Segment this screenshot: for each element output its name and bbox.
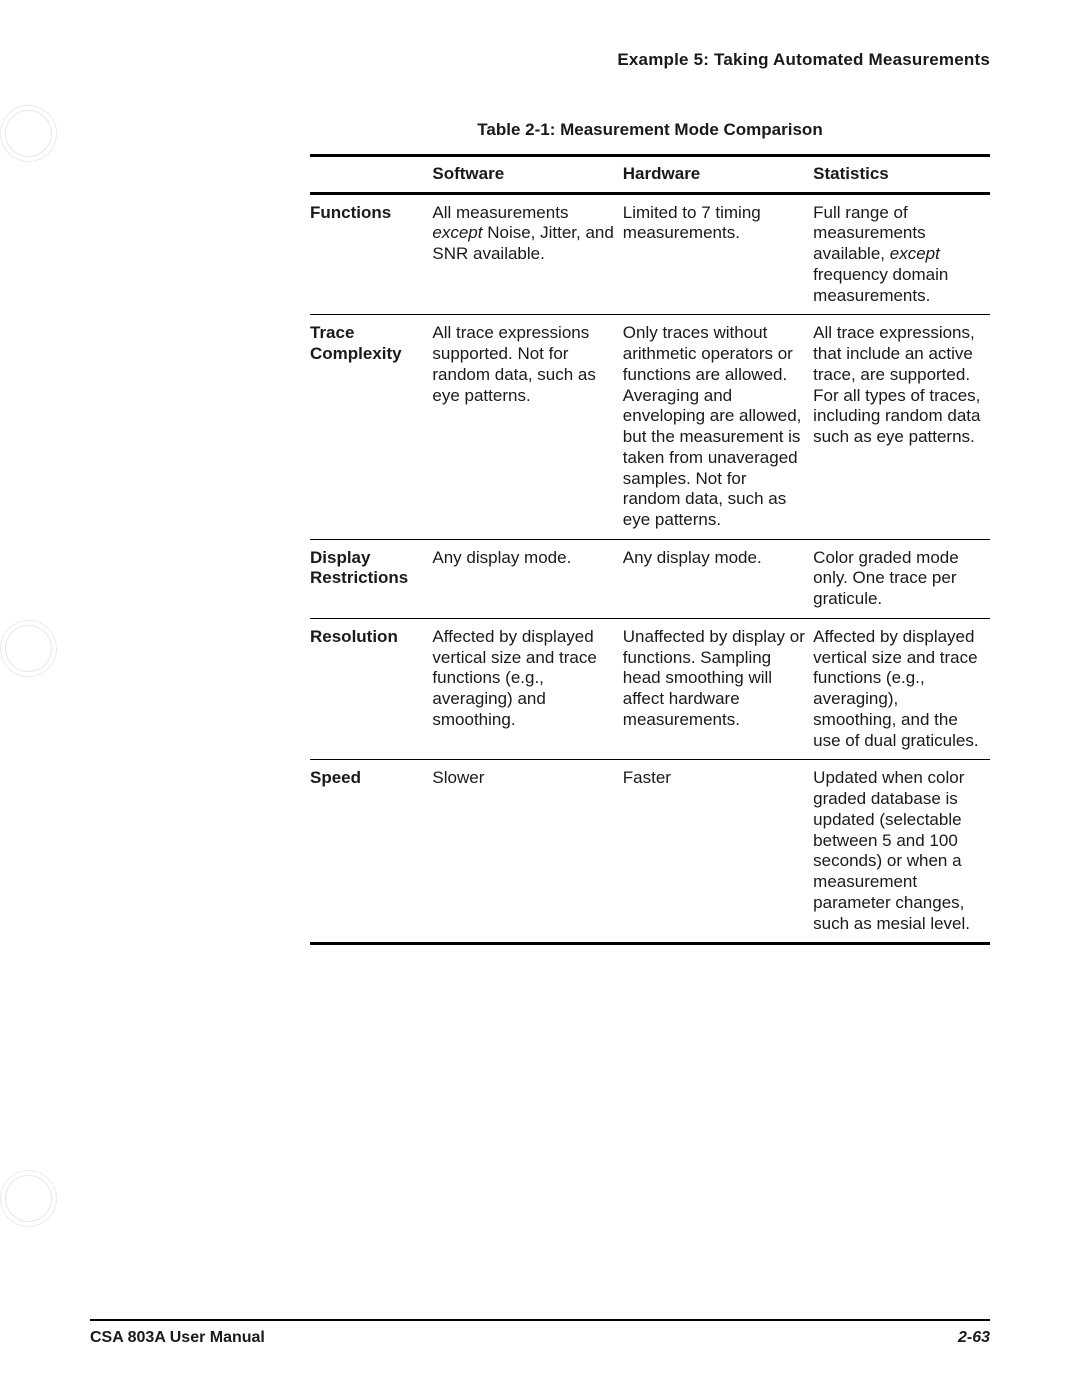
cell-hardware: Any display mode. bbox=[623, 539, 813, 618]
col-software: Software bbox=[432, 156, 622, 194]
cell-software: Any display mode. bbox=[432, 539, 622, 618]
hole-punch-top bbox=[0, 105, 57, 162]
footer-left: CSA 803A User Manual bbox=[90, 1329, 265, 1347]
cell-hardware: Faster bbox=[623, 760, 813, 944]
cell-software: All trace expressions supported. Not for… bbox=[432, 315, 622, 539]
cell-software: All measurements except Noise, Jitter, a… bbox=[432, 193, 622, 315]
text: All measurements bbox=[432, 203, 568, 222]
comparison-table: Software Hardware Statistics Functions A… bbox=[310, 154, 990, 945]
table-row: Speed Slower Faster Updated when color g… bbox=[310, 760, 990, 944]
table-header-row: Software Hardware Statistics bbox=[310, 156, 990, 194]
row-label: Trace Complexity bbox=[310, 315, 432, 539]
text: frequency domain measurements. bbox=[813, 265, 948, 305]
row-label: Resolution bbox=[310, 618, 432, 759]
hole-punch-mid bbox=[0, 620, 57, 677]
col-blank bbox=[310, 156, 432, 194]
footer-right: 2-63 bbox=[958, 1329, 990, 1347]
row-label: Functions bbox=[310, 193, 432, 315]
page-footer: CSA 803A User Manual 2-63 bbox=[90, 1319, 990, 1347]
cell-software: Affected by displayed vertical size and … bbox=[432, 618, 622, 759]
cell-statistics: Color graded mode only. One trace per gr… bbox=[813, 539, 990, 618]
table-row: Trace Complexity All trace expressions s… bbox=[310, 315, 990, 539]
table-caption: Table 2-1: Measurement Mode Comparison bbox=[310, 120, 990, 140]
cell-hardware: Limited to 7 timing measurements. bbox=[623, 193, 813, 315]
table-row: Resolution Affected by displayed vertica… bbox=[310, 618, 990, 759]
cell-statistics: Updated when color graded database is up… bbox=[813, 760, 990, 944]
table-container: Table 2-1: Measurement Mode Comparison S… bbox=[310, 120, 990, 945]
cell-software: Slower bbox=[432, 760, 622, 944]
text-em: except bbox=[890, 244, 940, 263]
cell-statistics: Affected by displayed vertical size and … bbox=[813, 618, 990, 759]
hole-punch-bottom bbox=[0, 1170, 57, 1227]
cell-statistics: Full range of measurements available, ex… bbox=[813, 193, 990, 315]
page: Example 5: Taking Automated Measurements… bbox=[0, 0, 1080, 1397]
cell-hardware: Unaffected by display or functions. Samp… bbox=[623, 618, 813, 759]
row-label: Display Restrictions bbox=[310, 539, 432, 618]
col-hardware: Hardware bbox=[623, 156, 813, 194]
table-row: Display Restrictions Any display mode. A… bbox=[310, 539, 990, 618]
table-row: Functions All measurements except Noise,… bbox=[310, 193, 990, 315]
running-header: Example 5: Taking Automated Measurements bbox=[35, 50, 990, 70]
row-label: Speed bbox=[310, 760, 432, 944]
cell-statistics: All trace expressions, that include an a… bbox=[813, 315, 990, 539]
cell-hardware: Only traces without arithmetic operators… bbox=[623, 315, 813, 539]
text-em: except bbox=[432, 223, 482, 242]
col-statistics: Statistics bbox=[813, 156, 990, 194]
